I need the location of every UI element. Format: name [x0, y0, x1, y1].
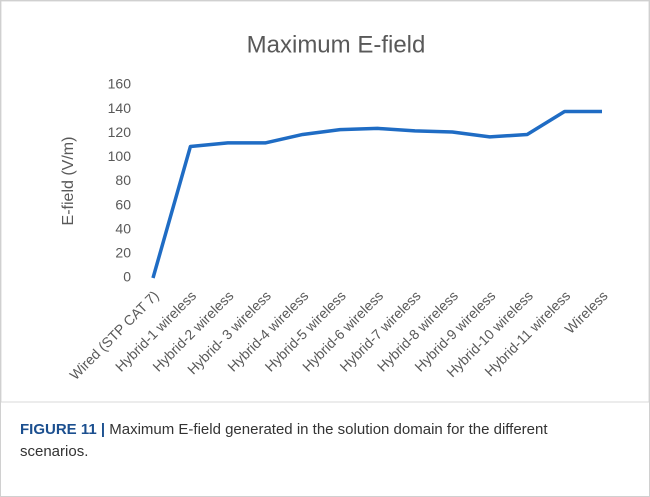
chart-frame — [1, 1, 649, 403]
caption: FIGURE 11 | Maximum E-field generated in… — [20, 419, 620, 463]
y-tick-label: 120 — [108, 124, 132, 140]
chart-title: Maximum E-field — [247, 31, 426, 58]
caption-label: FIGURE 11 | — [20, 421, 106, 438]
y-tick-label: 40 — [115, 220, 131, 236]
y-tick-label: 160 — [108, 76, 132, 92]
y-tick-label: 140 — [108, 100, 132, 116]
y-tick-label: 20 — [115, 245, 131, 261]
data-line — [151, 109, 602, 279]
y-tick-label: 80 — [115, 172, 131, 188]
y-axis-label: E-field (V/m) — [60, 137, 77, 226]
y-tick-label: 0 — [123, 269, 131, 285]
chart: Maximum E-field E-field (V/m) 0 20 40 60 80 1… — [1, 1, 649, 403]
y-tick-label: 100 — [108, 148, 132, 164]
caption-text: Maximum E-field generated in the solutio… — [20, 421, 548, 460]
y-tick-label: 60 — [115, 196, 131, 212]
